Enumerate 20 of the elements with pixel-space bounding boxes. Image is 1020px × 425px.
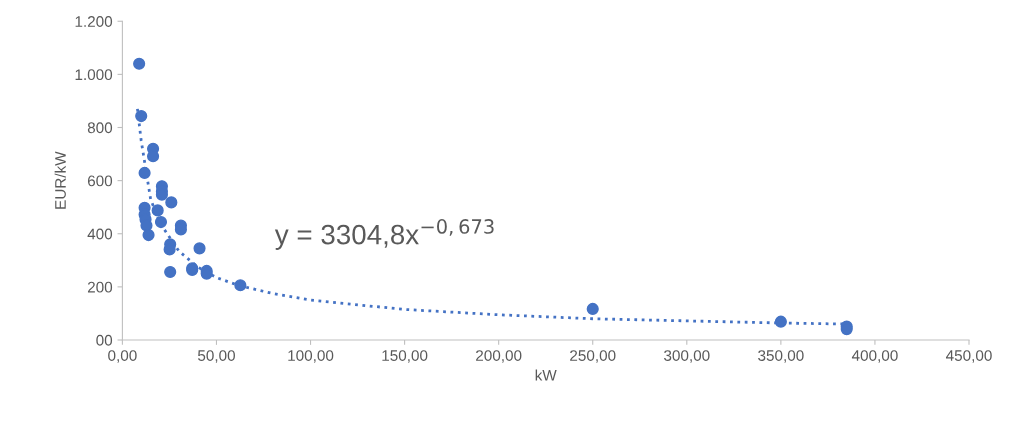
x-tick-label: 350,00 bbox=[758, 350, 804, 363]
y-tick-label: 800 bbox=[87, 122, 113, 134]
x-tick-label: 100,00 bbox=[288, 350, 334, 363]
x-tick-label: 300,00 bbox=[664, 350, 710, 363]
x-tick-label: 150,00 bbox=[382, 350, 428, 363]
y-tick-label: 1.200 bbox=[75, 16, 113, 27]
x-tick-label: 200,00 bbox=[476, 350, 522, 363]
y-tick-label: 00 bbox=[96, 334, 113, 346]
y-tick-label: 200 bbox=[87, 281, 113, 293]
x-tick-label: 450,00 bbox=[945, 350, 992, 363]
y-tick-label: 1.000 bbox=[75, 69, 113, 81]
x-tick-label: 400,00 bbox=[851, 350, 898, 363]
x-tick-label: 250,00 bbox=[570, 350, 616, 363]
annotation: y = 3304,8x$^{−0,673}$ bbox=[274, 219, 494, 250]
y-tick-label: 600 bbox=[87, 175, 113, 187]
x-axis-title: kW bbox=[535, 369, 557, 381]
y-tick-label: 400 bbox=[87, 228, 113, 240]
y-axis-title: EUR/kW bbox=[54, 151, 66, 209]
x-tick-label: 50,00 bbox=[197, 350, 235, 363]
x-tick-label: 0,00 bbox=[108, 350, 137, 363]
